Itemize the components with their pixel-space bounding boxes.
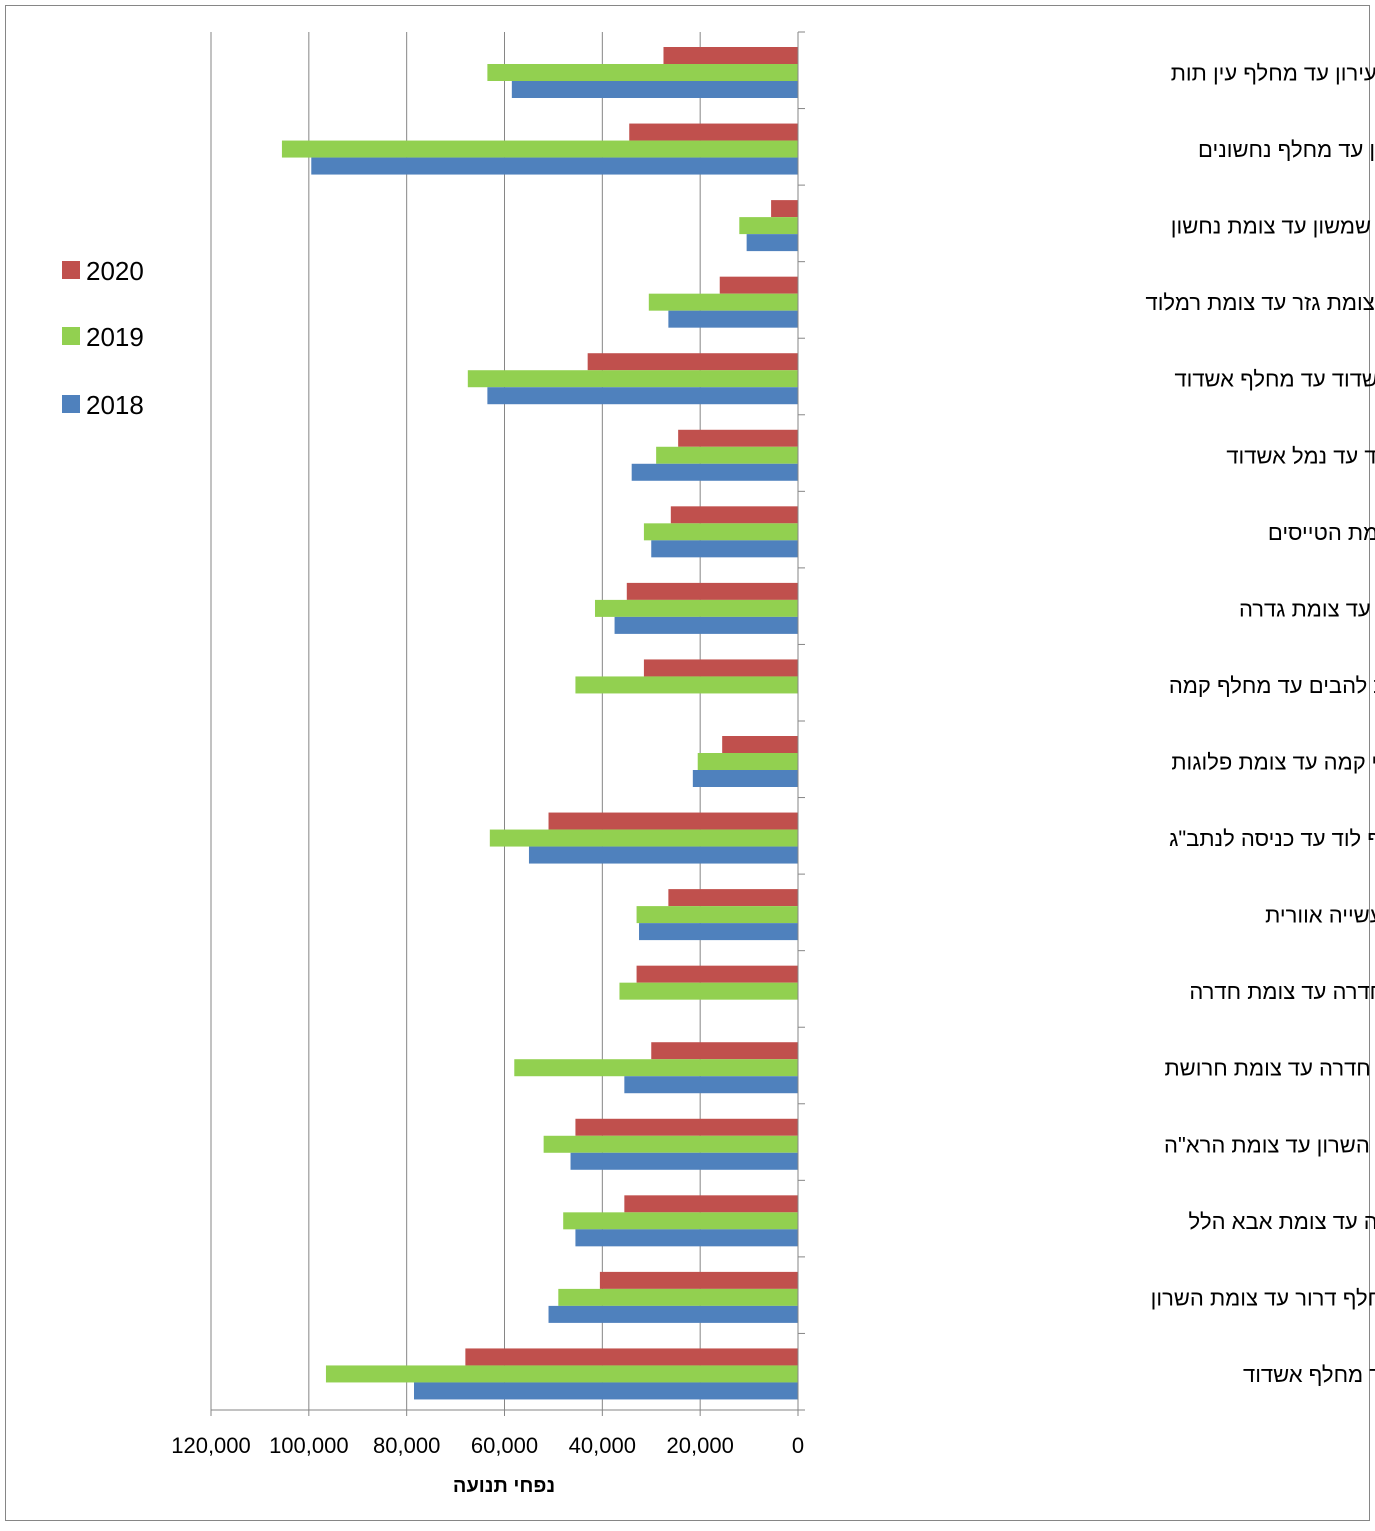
bar-2018 [631, 463, 798, 481]
x-tick-label: 20,000 [667, 1433, 734, 1458]
bar-2018 [414, 1382, 798, 1400]
bar-2020 [678, 429, 798, 447]
bar-2020 [548, 812, 798, 830]
bar-2019 [558, 1288, 798, 1306]
category-label: כביש 40 ממחלף קמה עד צומת פלוגות [1171, 750, 1375, 775]
legend-label: 2019 [86, 322, 144, 352]
bar-2020 [643, 659, 798, 677]
x-tick-label: 60,000 [471, 1433, 538, 1458]
bar-2020 [599, 1271, 798, 1289]
bar-2020 [670, 506, 798, 524]
bar-2019 [697, 753, 798, 770]
category-label: כביש 4 מצומת יער חדרה עד צומת חדרה [1189, 979, 1375, 1004]
bar-2020 [722, 736, 798, 753]
bar-2019 [739, 217, 798, 235]
category-label: כביש 44 מצומת גזר עד צומת רמלוד [1146, 290, 1375, 315]
bar-2020 [626, 582, 798, 600]
bar-2018 [746, 234, 798, 252]
category-label: כביש 4 מצומת ברכיה עד צומת אבא הלל [1189, 1209, 1375, 1234]
legend-swatch-2018 [62, 395, 80, 413]
bar-2019 [563, 1212, 798, 1230]
bar-2018 [548, 1305, 798, 1323]
x-axis-title: נפחי תנועה [453, 1475, 555, 1497]
legend-label: 2018 [86, 390, 144, 420]
category-label: כביש 40 מצומת תעשייה אוורית עד צומת הטיי… [1268, 520, 1375, 545]
bar-2020 [465, 1348, 798, 1366]
legend-swatch-2020 [62, 261, 80, 279]
category-label: כביש 41 מנמל אשדוד עד מחלף אשדוד [1174, 367, 1375, 392]
bar-2018 [528, 846, 798, 864]
bar-2019 [467, 370, 798, 388]
bar-2020 [663, 47, 798, 64]
category-label: כביש 4 ממחלף דרור עד צומת השרון [1151, 1285, 1375, 1310]
bar-2019 [325, 1365, 798, 1383]
bar-2018 [651, 540, 798, 558]
bar-2018 [668, 310, 798, 328]
category-labels: כביש 6 ממחלף עירון עד מחלף עין תות כביש 6… [1146, 61, 1375, 1387]
axes: 0 20,000 40,000 60,000 80,000 100,000 120,000 [171, 31, 805, 1458]
x-tick-label: 120,000 [171, 1433, 251, 1458]
bar-2018 [614, 616, 798, 634]
bar-2020 [587, 353, 798, 371]
category-label: כביש 40 מצומת להבים עד מחלף קמה [1169, 673, 1375, 698]
legend-label: 2020 [86, 256, 144, 286]
bar-2020 [651, 1042, 798, 1060]
bar-2018 [624, 1076, 798, 1094]
bar-2019 [489, 829, 798, 847]
category-label: כביש 40 ממחלף לוד עד כניסה לנתב"ג [1169, 826, 1375, 851]
bar-2019 [281, 140, 798, 158]
bar-2018 [692, 770, 798, 787]
bar-2019 [543, 1135, 798, 1153]
bar-2020 [771, 200, 798, 218]
category-label: כביש 4 מצומת השרון עד צומת הרא"ה [1164, 1132, 1375, 1157]
bar-2019 [636, 906, 798, 924]
bar-2020 [575, 1118, 798, 1136]
legend: 2020 2019 2018 [62, 256, 144, 420]
category-label: כביש 44 מצומת שמשון עד צומת נחשון [1171, 214, 1375, 239]
bar-2020 [719, 276, 798, 294]
bar-2020 [668, 889, 798, 907]
gridlines [210, 32, 701, 1410]
bar-2019 [648, 293, 798, 311]
bar-2019 [656, 446, 798, 464]
bar-2018 [511, 81, 798, 98]
x-tick-label: 40,000 [569, 1433, 636, 1458]
category-label: כביש 6 ממחלף בן שמן עד מחלף נחשונים [1198, 137, 1375, 162]
bar-2018 [570, 1152, 798, 1170]
bar-2019 [619, 982, 798, 1000]
category-label: כביש 6 ממחלף עירון עד מחלף עין תות [1171, 61, 1375, 86]
bar-2019 [575, 676, 798, 694]
chart-border [5, 5, 1370, 1521]
bar-2019 [514, 1059, 798, 1077]
category-label: כביש 40 מכניסה לנתב"ג עד צומת תעשייה אוו… [1265, 903, 1375, 928]
bar-2018 [311, 157, 798, 175]
x-tick-label: 0 [792, 1433, 804, 1458]
bar-2019 [487, 64, 798, 81]
category-label: כביש 4 מצומת חדרה עד צומת חרושת [1164, 1056, 1375, 1081]
x-tick-label: 100,000 [269, 1433, 349, 1458]
bar-2018 [487, 387, 798, 405]
bar-2018 [575, 1229, 798, 1247]
bar-2019 [594, 599, 798, 617]
legend-swatch-2019 [62, 327, 80, 345]
bar-2018 [639, 923, 798, 941]
category-label: כביש 40 מצומת ראם (מסמייה) עד צומת גדרה [1239, 596, 1375, 621]
category-label: כביש 41 מכניסה לנמל אשדוד עד נמל אשדוד [1226, 443, 1375, 468]
bar-2019 [643, 523, 798, 541]
bars [281, 47, 798, 1400]
bar-2020 [624, 1195, 798, 1213]
bar-2020 [636, 965, 798, 983]
x-tick-label: 80,000 [373, 1433, 440, 1458]
bar-2020 [629, 123, 798, 141]
